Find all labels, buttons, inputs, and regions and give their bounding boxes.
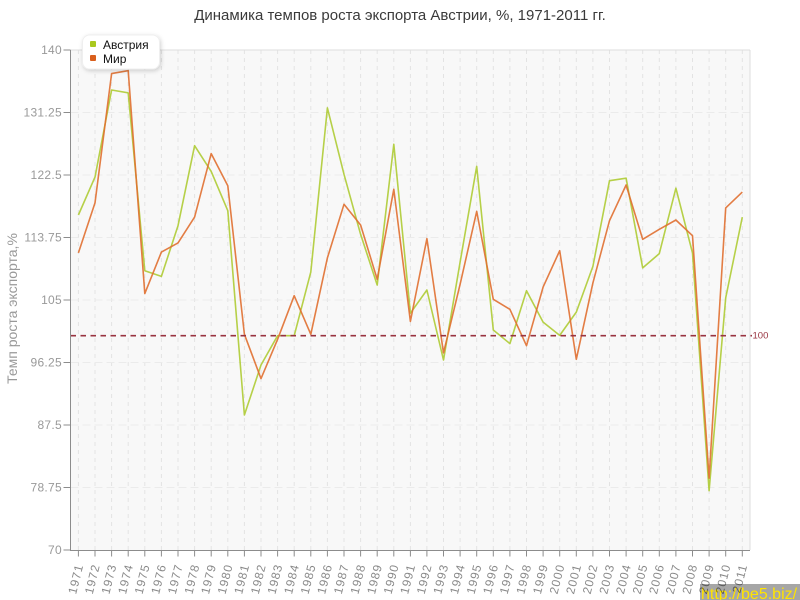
svg-text:Мир: Мир (103, 52, 127, 66)
svg-text:http://be5.biz/: http://be5.biz/ (701, 586, 798, 600)
svg-text:78.75: 78.75 (30, 481, 62, 495)
svg-text:87.5: 87.5 (37, 418, 62, 432)
svg-text:140: 140 (41, 43, 62, 57)
svg-text:131.25: 131.25 (23, 106, 62, 120)
svg-text:105: 105 (41, 293, 62, 307)
svg-text:96.25: 96.25 (30, 356, 62, 370)
svg-text:122.5: 122.5 (30, 168, 62, 182)
svg-text:Темп роста экспорта,%: Темп роста экспорта,% (4, 233, 20, 384)
svg-text:113.75: 113.75 (24, 231, 62, 245)
svg-text:Австрия: Австрия (103, 38, 149, 52)
svg-text:Динамика темпов роста экспорта: Динамика темпов роста экспорта Австрии, … (194, 7, 606, 24)
svg-text:70: 70 (48, 543, 62, 557)
svg-text:100: 100 (753, 330, 769, 341)
svg-text:2011: 2011 (729, 563, 750, 595)
